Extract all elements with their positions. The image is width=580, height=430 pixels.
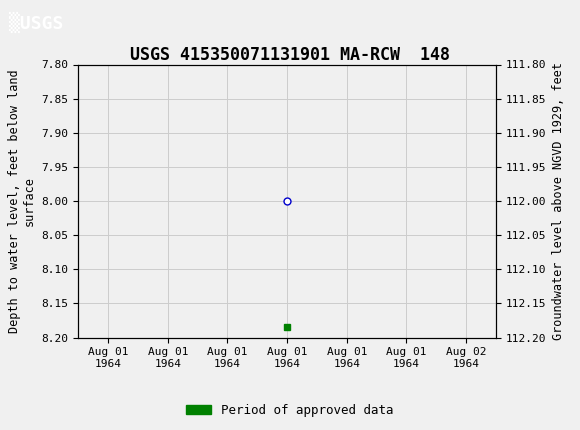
Text: USGS 415350071131901 MA-RCW  148: USGS 415350071131901 MA-RCW 148 bbox=[130, 46, 450, 64]
Y-axis label: Depth to water level, feet below land
surface: Depth to water level, feet below land su… bbox=[8, 69, 36, 333]
Text: ▒USGS: ▒USGS bbox=[9, 12, 63, 33]
Legend: Period of approved data: Period of approved data bbox=[181, 399, 399, 421]
Y-axis label: Groundwater level above NGVD 1929, feet: Groundwater level above NGVD 1929, feet bbox=[552, 62, 565, 340]
